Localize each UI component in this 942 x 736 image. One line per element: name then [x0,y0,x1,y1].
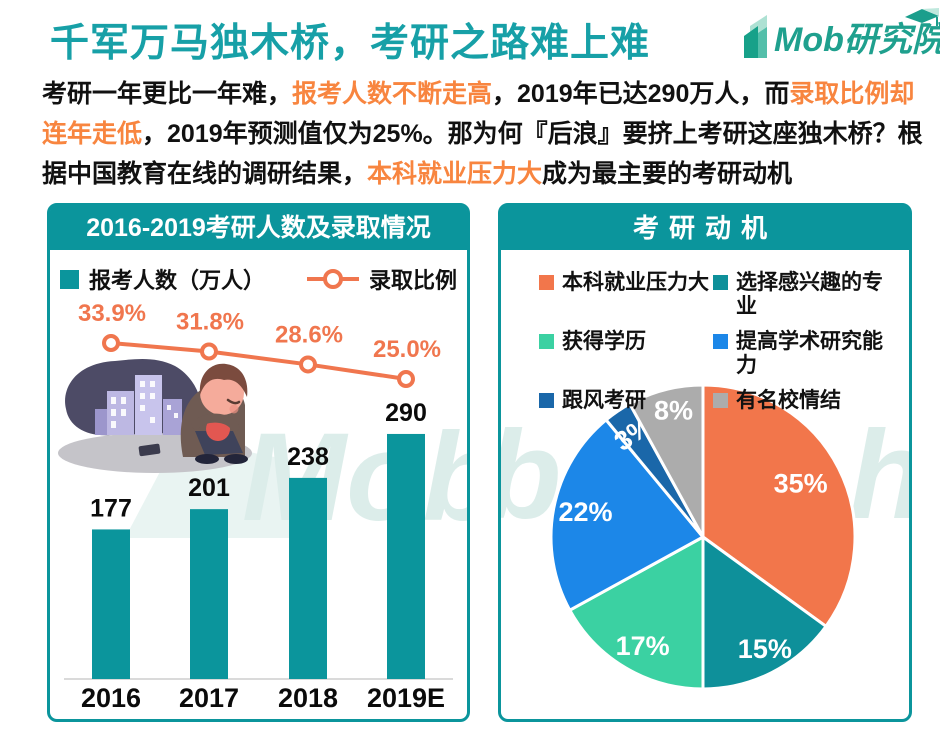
left-chart-legend: 报考人数（万人） 录取比例 [50,263,467,295]
intro-highlight-text: 报考人数不断走高 [292,80,493,108]
legend-label: 有名校情结 [736,389,841,412]
x-axis-label: 2017 [179,683,239,713]
intro-highlight-text: 本科就业压力大 [367,160,543,188]
intro-text: ，2019年预测值仅为25%。那为何『后浪』要挤上考研这座独木桥？根据中国教育在… [42,120,923,188]
pie-slice-label: 8% [654,395,693,425]
line-point-label: 31.8% [176,308,244,335]
legend-label: 报考人数（万人） [88,268,265,293]
logo-text: Mob研究院 [774,21,940,59]
pie-chart: 35%15%17%22%3%8% [549,383,857,691]
right-panel-title: 考研动机 [501,206,909,253]
right-panel-body: b h 本科就业压力大选择感兴趣的专业获得学历提高学术研究能力跟风考研有名校情结… [501,253,909,719]
legend-label: 跟风考研 [562,389,646,412]
legend-item: 报考人数（万人） [59,263,265,295]
logo-building-mid [758,27,767,58]
x-axis-label: 2018 [278,683,338,713]
line-point [299,355,317,374]
legend-item: 录取比例 [307,263,457,295]
legend-swatch [539,334,554,349]
legend-swatch [713,334,728,349]
bar-value-label: 238 [287,443,329,471]
pie-slice-label: 15% [738,634,792,664]
bar-line-chart: 177 2016 201 2017 238 2018 290 2019E 33.9% 31.8% 2… [64,300,453,713]
mob-research-logo: Mob研究院 [744,8,940,59]
legend-item: 有名校情结 [713,389,901,413]
intro-highlight-text: 录取比例却连年走低 [42,80,915,148]
pie-legend: 本科就业压力大 选择感兴趣的专业获得学历 提高学术研究能力跟风考研 有名校情结 [539,271,901,413]
sad-student-illustration [58,358,252,473]
legend-label: 本科就业压力大 [562,271,709,294]
admission-rate-line [110,341,407,381]
pie-slice-15% [701,535,828,691]
intro-paragraph: 考研一年更比一年难，报考人数不断走高，2019年已达290万人，而录取比例却连年… [42,74,935,194]
line-point [200,342,218,361]
line-point [397,370,415,389]
legend-item: 提高学术研究能力 [713,330,901,378]
bar-value-label: 290 [385,399,427,427]
buildings [95,375,182,435]
bar-2016 [92,529,130,679]
bar-2017 [190,509,228,679]
legend-item: 本科就业压力大 [539,271,713,319]
panel-applicants-chart: 2016-2019考研人数及录取情况 Mob 报考人数（万人） 录取比例 177 2… [47,203,470,722]
bar-2018 [289,477,327,679]
bar-series-swatch [59,269,79,289]
x-axis-label: 2016 [81,683,141,713]
legend-label: 录取比例 [369,268,458,293]
page-title: 千军万马独木桥，考研之路难上难 [50,22,651,65]
pie-slice-label: 35% [774,468,828,498]
intro-text: 成为最主要的考研动机 [542,160,793,188]
line-point-label: 28.6% [275,321,343,348]
watermark-text-left: Mob [242,408,467,547]
left-panel-title: 2016-2019考研人数及录取情况 [50,206,467,253]
sitting-man [180,363,248,464]
legend-label: 提高学术研究能力 [736,330,883,377]
legend-item: 选择感兴趣的专业 [713,271,901,319]
legend-swatch [539,393,554,408]
bar-value-label: 177 [90,494,132,522]
bar-2019E [387,433,425,679]
legend-swatch [713,393,728,408]
legend-swatch [539,275,554,290]
intro-text: ，2019年已达290万人，而 [492,80,790,108]
line-point [102,334,120,352]
legend-item: 获得学历 [539,330,713,378]
graduation-cap-highlight [922,8,939,16]
left-panel-body: Mob 报考人数（万人） 录取比例 177 2016 201 2017 238 2018 29… [50,253,467,719]
pie-slice-8% [628,383,705,539]
logo-building-dark [744,26,758,58]
legend-label: 获得学历 [562,330,646,353]
bar-value-label: 201 [188,474,230,502]
line-series-swatch [307,269,359,289]
panel-motivation-chart: 考研动机 b h 本科就业压力大选择感兴趣的专业获得学历提高学术研究能力跟风考研… [498,203,912,722]
legend-label: 选择感兴趣的专业 [736,271,883,318]
pie-slice-label: 17% [616,631,670,661]
watermark-text-right-b: h [849,413,909,538]
intro-text: 考研一年更比一年难， [42,80,293,108]
legend-item: 跟风考研 [539,389,713,413]
pie-slice-35% [701,383,857,628]
x-axis-label: 2019E [367,683,445,713]
line-point-label: 33.9% [78,300,146,327]
pie-slice-22% [549,418,705,612]
pie-slice-17% [568,535,705,691]
phone-on-ground [138,443,161,457]
legend-swatch [713,275,728,290]
line-point-label: 25.0% [373,336,441,363]
pie-slice-label: 22% [559,497,613,527]
